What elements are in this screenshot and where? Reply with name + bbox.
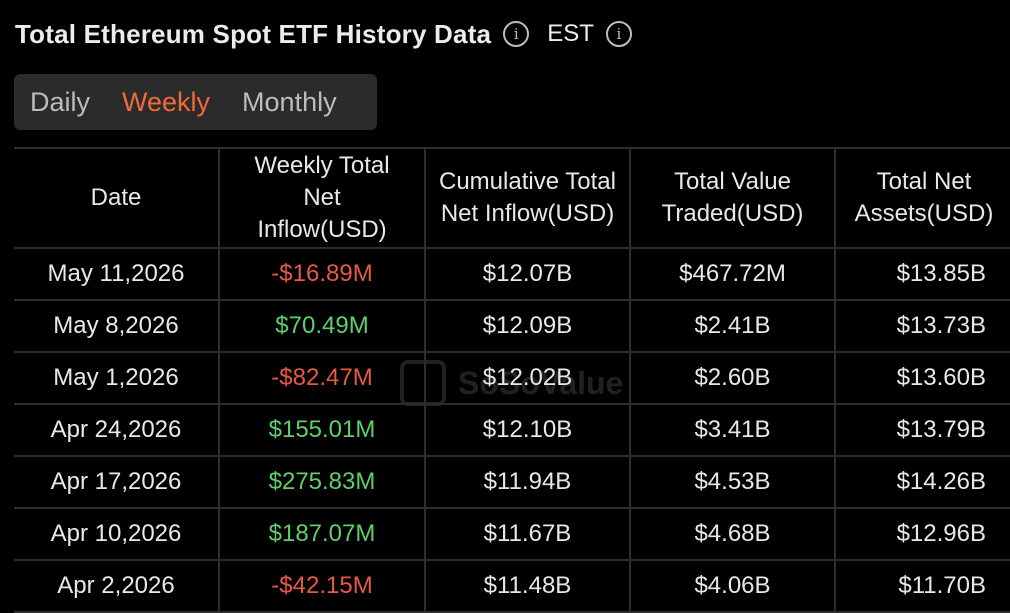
column-header-total-net-assets[interactable]: Total Net Assets(USD) [834,147,1010,249]
table-row: May 8,2026 $70.49M $12.09B $2.41B $13.73B [14,300,1010,353]
column-header-cumulative-net-inflow[interactable]: Cumulative Total Net Inflow(USD) [424,147,631,249]
cumulative-net-inflow-cell: $11.67B [424,508,631,561]
cumulative-net-inflow-cell: $11.94B [424,456,631,509]
total-net-assets-cell: $13.85B [834,248,1010,301]
cumulative-net-inflow-cell: $12.09B [424,300,631,353]
total-value-traded-cell: $4.53B [629,456,836,509]
total-value-traded-cell: $2.41B [629,300,836,353]
weekly-net-inflow-cell: $70.49M [218,300,426,353]
cumulative-net-inflow-cell: $12.07B [424,248,631,301]
date-cell: Apr 2,2026 [14,560,220,613]
tab-monthly[interactable]: Monthly [242,86,337,117]
table-body: May 11,2026 -$16.89M $12.07B $467.72M $13.85… [14,248,1010,613]
etf-history-table: Date Weekly Total Net Inflow(USD) Cumula… [14,147,1010,613]
total-value-traded-cell: $4.68B [629,508,836,561]
timezone-label: EST [547,20,594,47]
total-net-assets-cell: $14.26B [834,456,1010,509]
title-info-icon[interactable]: i [503,21,530,47]
cumulative-net-inflow-cell: $12.10B [424,404,631,457]
date-cell: Apr 17,2026 [14,456,220,509]
column-header-date[interactable]: Date [14,147,220,249]
table-row: Apr 24,2026 $155.01M $12.10B $3.41B $13.79B [14,404,1010,457]
total-value-traded-cell: $3.41B [629,404,836,457]
table-row: Apr 17,2026 $275.83M $11.94B $4.53B $14.26B [14,456,1010,509]
table-row: May 11,2026 -$16.89M $12.07B $467.72M $13.85… [14,248,1010,301]
total-net-assets-cell: $11.70B [834,560,1010,613]
page-title: Total Ethereum Spot ETF History Data [15,18,492,49]
date-cell: Apr 24,2026 [14,404,220,457]
weekly-net-inflow-cell: $275.83M [218,456,426,509]
total-value-traded-cell: $4.06B [629,560,836,613]
date-cell: May 1,2026 [14,352,220,405]
table-row: Apr 10,2026 $187.07M $11.67B $4.68B $12.96B [14,508,1010,561]
cumulative-net-inflow-cell: $11.48B [424,560,631,613]
tab-weekly[interactable]: Weekly [122,86,211,117]
date-cell: Apr 10,2026 [14,508,220,561]
table-row: May 1,2026 -$82.47M $12.02B $2.60B $13.60B [14,352,1010,405]
weekly-net-inflow-cell: -$42.15M [218,560,426,613]
timezone-info-icon[interactable]: i [605,21,632,47]
weekly-net-inflow-cell: $187.07M [218,508,426,561]
cumulative-net-inflow-cell: $12.02B [424,352,631,405]
column-header-total-value-traded[interactable]: Total Value Traded(USD) [629,147,836,249]
weekly-net-inflow-cell: -$16.89M [218,248,426,301]
total-net-assets-cell: $13.79B [834,404,1010,457]
date-cell: May 11,2026 [14,248,220,301]
date-cell: May 8,2026 [14,300,220,353]
table-header-row: Date Weekly Total Net Inflow(USD) Cumula… [14,147,1010,249]
total-value-traded-cell: $2.60B [629,352,836,405]
table-row: Apr 2,2026 -$42.15M $11.48B $4.06B $11.70B [14,560,1010,613]
column-header-weekly-net-inflow[interactable]: Weekly Total Net Inflow(USD) [218,147,426,249]
total-value-traded-cell: $467.72M [629,248,836,301]
page-header: Total Ethereum Spot ETF History Data i E… [15,14,632,54]
weekly-net-inflow-cell: -$82.47M [218,352,426,405]
period-tabs: Daily Weekly Monthly [14,74,377,130]
weekly-net-inflow-cell: $155.01M [218,404,426,457]
total-net-assets-cell: $12.96B [834,508,1010,561]
total-net-assets-cell: $13.60B [834,352,1010,405]
total-net-assets-cell: $13.73B [834,300,1010,353]
tab-daily[interactable]: Daily [30,86,91,117]
